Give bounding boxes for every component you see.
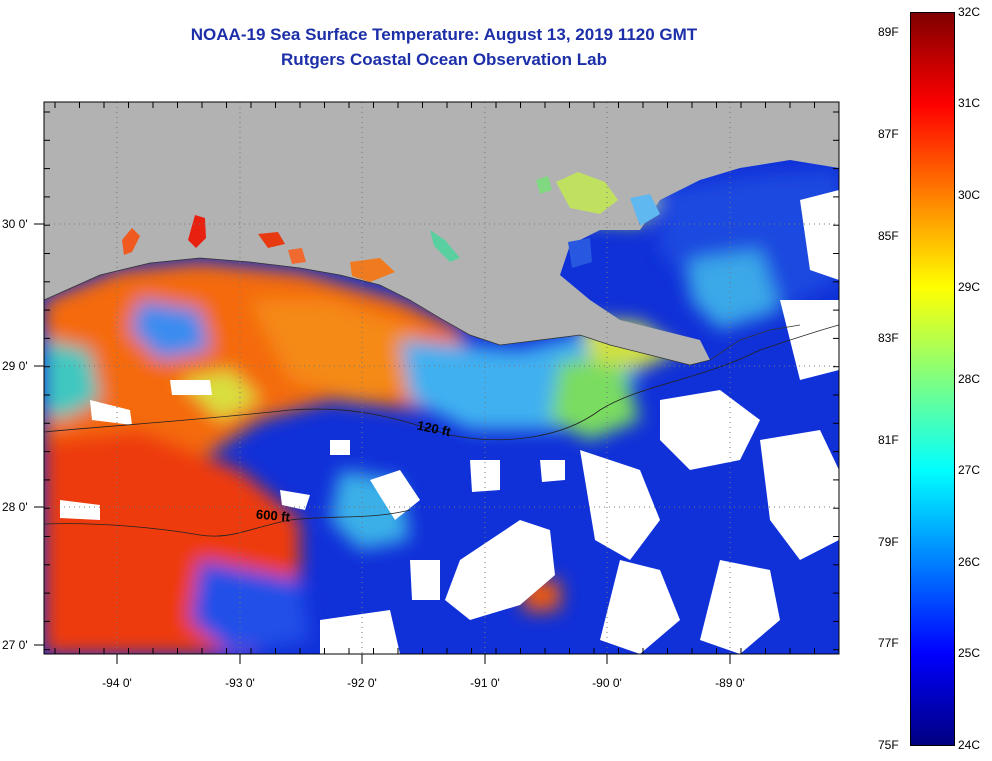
colorbar-f-label: 85F <box>878 229 899 243</box>
contour-600ft-label: 600 ft <box>255 506 291 525</box>
colorbar-f-label: 87F <box>878 127 899 141</box>
temperature-colorbar <box>910 12 955 746</box>
colorbar-f-label: 77F <box>878 636 899 650</box>
map-ticks <box>34 102 839 664</box>
colorbar-c-label: 31C <box>958 96 981 110</box>
cloud-cover <box>60 190 839 654</box>
lat-label-29: 29 0' <box>2 359 28 373</box>
inland-water <box>122 172 660 282</box>
lat-label-30: 30 0' <box>2 217 28 231</box>
coastline <box>44 257 801 366</box>
map-title: NOAA-19 Sea Surface Temperature: August … <box>190 25 698 44</box>
lat-label-28: 28 0' <box>2 500 28 514</box>
lon-label-90: -90 0' <box>592 676 622 690</box>
land-area <box>44 102 839 365</box>
colorbar-c-label: 29C <box>958 280 981 294</box>
colorbar-c-label: 27C <box>958 463 981 477</box>
colorbar-c-label: 28C <box>958 372 981 386</box>
lon-label-89: -89 0' <box>715 676 745 690</box>
colorbar-f-label: 79F <box>878 535 899 549</box>
colorbar-c-label: 24C <box>958 738 981 752</box>
map-frame <box>43 101 840 655</box>
lon-label-94: -94 0' <box>102 676 132 690</box>
colorbar-f-label: 89F <box>878 25 899 39</box>
colorbar-c-label: 30C <box>958 188 981 202</box>
colorbar-f-label: 75F <box>878 738 899 752</box>
contour-120ft-line <box>44 324 839 441</box>
lon-label-91: -91 0' <box>470 676 500 690</box>
map-subtitle: Rutgers Coastal Ocean Observation Lab <box>281 50 607 69</box>
colorbar-f-label: 81F <box>878 433 899 447</box>
lat-lon-grid <box>44 102 839 654</box>
lon-label-93: -93 0' <box>225 676 255 690</box>
colorbar-c-label: 26C <box>958 555 981 569</box>
colorbar-c-label: 32C <box>958 5 981 19</box>
lat-label-27: 27 0' <box>2 638 28 652</box>
colorbar-c-label: 25C <box>958 646 981 660</box>
contour-600ft-line <box>44 509 411 537</box>
colorbar-f-label: 83F <box>878 331 899 345</box>
lon-label-92: -92 0' <box>347 676 377 690</box>
